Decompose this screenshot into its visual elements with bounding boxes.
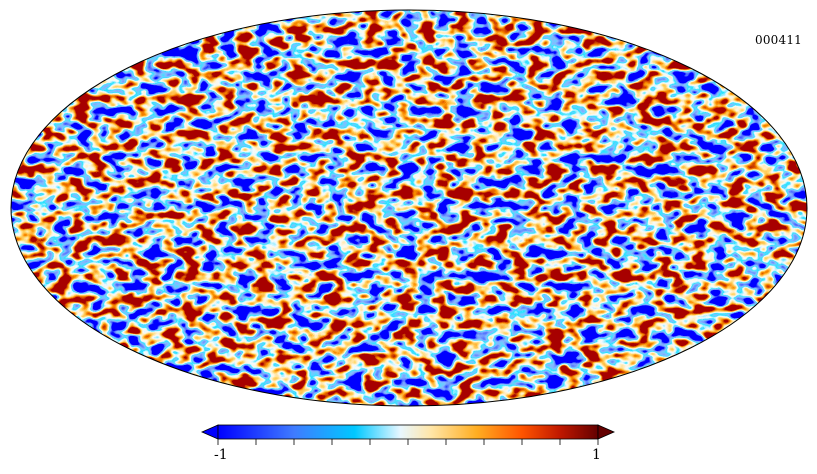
colorbar-left-arrow [201,424,219,440]
map-field-texture [11,10,807,406]
colorbar-ticks [217,439,599,445]
map-id-label: 000411 [754,33,802,47]
colorbar-max-label: 1 [592,447,601,463]
colorbar-min-label: -1 [214,447,228,463]
colorbar [201,424,615,445]
colorbar-right-arrow [597,424,615,440]
map-outline [10,9,808,407]
mollweide-map [11,10,807,406]
colorbar-gradient [217,424,599,440]
